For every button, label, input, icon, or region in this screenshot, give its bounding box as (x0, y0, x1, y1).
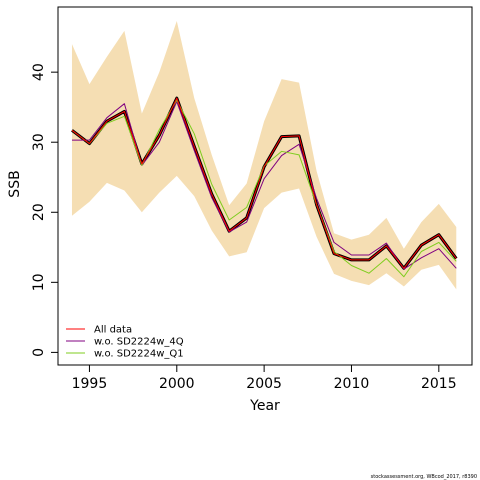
confidence-band-layer (71, 21, 457, 290)
x-tick-label-2000: 2000 (159, 376, 195, 392)
series-line-all-data (71, 97, 457, 269)
y-tick-label-0: 0 (31, 348, 47, 357)
series-layer (71, 96, 458, 278)
x-axis-title: Year (249, 398, 280, 414)
legend: All data w.o. SD2224w_4Q w.o. SD2224w_Q1 (66, 325, 184, 360)
footnote: stockassessment.org, WBcod_2017, r8390 (371, 474, 477, 480)
y-tick-label-30: 30 (31, 133, 47, 151)
plot-frame (57, 6, 473, 366)
x-tick-label-1995: 1995 (72, 376, 108, 392)
axis-layer: 1995 2000 2005 2010 2015 0 10 20 30 40 (31, 63, 457, 392)
y-tick-label-10: 10 (31, 273, 47, 291)
y-tick-label-20: 20 (31, 203, 47, 221)
x-tick-label-2005: 2005 (246, 376, 282, 392)
legend-label-all-data: All data (94, 325, 132, 336)
x-tick-label-2015: 2015 (421, 376, 457, 392)
confidence-band (71, 21, 457, 290)
legend-label-wo-4q: w.o. SD2224w_4Q (94, 337, 184, 348)
y-tick-label-40: 40 (31, 63, 47, 81)
series-line-w-o-sd2224w-4q (71, 101, 457, 270)
y-axis-title: SSB (7, 170, 23, 197)
legend-label-wo-q1: w.o. SD2224w_Q1 (94, 349, 184, 360)
x-tick-label-2010: 2010 (334, 376, 370, 392)
